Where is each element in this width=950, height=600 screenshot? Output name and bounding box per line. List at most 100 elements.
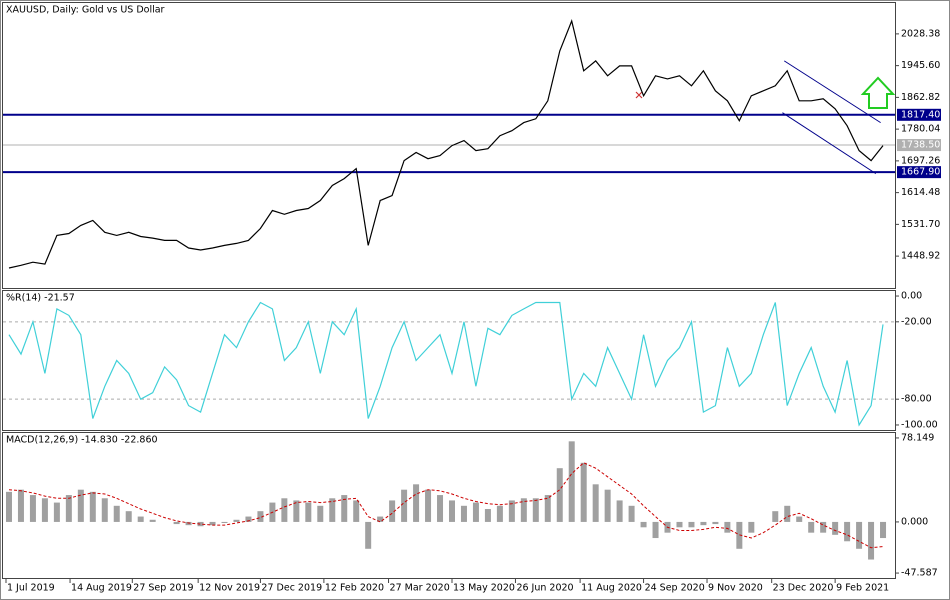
y-tick-label: -80.00 (901, 394, 932, 405)
y-tick-label: -47.587 (901, 568, 938, 579)
histogram-bar (29, 495, 36, 522)
histogram-bar (856, 521, 863, 549)
histogram-bar (89, 491, 96, 522)
histogram-bar (700, 521, 707, 526)
histogram-bar (245, 516, 252, 522)
histogram-bar (341, 495, 348, 522)
histogram-bar (353, 500, 360, 522)
histogram-bar (712, 521, 719, 525)
histogram-bar (784, 505, 791, 522)
level-tag (897, 166, 941, 179)
histogram-bar (568, 441, 575, 522)
level-label: 1817.40 (901, 109, 940, 120)
x-tick-label: 14 Aug 2019 (71, 583, 132, 594)
histogram-bar (5, 491, 12, 522)
panel-title: %R(14) -21.57 (6, 293, 75, 304)
panel-title: MACD(12,26,9) -14.830 -22.860 (6, 435, 158, 446)
histogram-bar (329, 498, 336, 522)
x-tick-label: 1 Jul 2019 (7, 583, 55, 594)
histogram-bar (448, 500, 455, 522)
histogram-bar (544, 495, 551, 522)
histogram-bar (113, 505, 120, 522)
histogram-bar (508, 500, 515, 522)
histogram-bar (197, 521, 204, 527)
histogram-bar (868, 521, 875, 560)
histogram-bar (820, 521, 827, 533)
histogram-bar (185, 521, 192, 526)
histogram-bar (41, 498, 48, 522)
y-tick-label: 1697.26 (901, 155, 940, 166)
x-tick-label: 12 Feb 2020 (325, 583, 384, 594)
histogram-bar (401, 489, 408, 522)
histogram-bar (520, 498, 527, 522)
histogram-bar (101, 498, 108, 522)
histogram-bar (808, 521, 815, 533)
y-tick-label: -100.00 (901, 419, 938, 430)
x-tick-label: 27 Dec 2019 (261, 583, 322, 594)
wpr-line (8, 301, 884, 427)
histogram-bar (125, 511, 132, 522)
panel-title: XAUUSD, Daily: Gold vs US Dollar (6, 5, 165, 16)
wpr-panel (2, 290, 896, 431)
x-tick-label: 9 Nov 2020 (708, 583, 763, 594)
histogram-bar (437, 495, 444, 522)
histogram-bar (532, 498, 539, 522)
histogram-bar (796, 516, 803, 522)
histogram-bar (640, 521, 647, 528)
current-price-label: 1738.50 (901, 140, 940, 151)
histogram-bar (17, 489, 24, 522)
histogram-bar (365, 521, 372, 549)
histogram-bar (688, 521, 695, 528)
level-label: 1667.90 (901, 167, 940, 178)
histogram-bar (604, 489, 611, 522)
x-tick-label: 24 Sep 2020 (645, 583, 705, 594)
up-arrow (860, 76, 896, 109)
histogram-bar (844, 521, 851, 542)
histogram-bar (413, 484, 420, 522)
histogram-bar (209, 521, 216, 526)
histogram-bar (496, 505, 503, 522)
x-tick-label: 26 Jun 2020 (516, 583, 573, 594)
histogram-bar (233, 519, 240, 522)
histogram-bar (580, 462, 587, 522)
histogram-bar (556, 468, 563, 522)
x-tick-label: 9 Feb 2021 (836, 583, 889, 594)
histogram-bar (832, 521, 839, 535)
level-tag (897, 108, 941, 121)
current-price-tag (897, 139, 941, 152)
histogram-bar (389, 500, 396, 522)
histogram-bar (317, 505, 324, 522)
signal-line (8, 462, 884, 549)
price-panel (2, 2, 896, 289)
histogram-bar (149, 519, 156, 522)
histogram-bar (377, 516, 384, 522)
y-tick-label: 1862.82 (901, 92, 940, 103)
y-tick-label: 2028.38 (901, 28, 940, 39)
trend-line (783, 60, 881, 124)
y-tick-label: 1614.48 (901, 187, 940, 198)
x-tick-label: 13 May 2020 (453, 583, 515, 594)
y-tick-label: 1945.60 (901, 60, 940, 71)
histogram-bar (53, 502, 60, 522)
histogram-bar (472, 502, 479, 522)
y-tick-label: 0.000 (901, 516, 928, 527)
histogram-bar (652, 521, 659, 539)
histogram-bar (77, 489, 84, 522)
histogram-bar (676, 521, 683, 528)
histogram-bar (137, 516, 144, 522)
marker (635, 91, 643, 99)
x-tick-label: 12 Nov 2019 (199, 583, 260, 594)
histogram-bar (257, 511, 264, 522)
y-tick-label: 0.00 (901, 291, 922, 302)
x-tick-label: 11 Aug 2020 (581, 583, 642, 594)
trend-line (782, 112, 877, 175)
y-tick-label: 1780.04 (901, 124, 940, 135)
x-tick-label: 27 Mar 2020 (390, 583, 450, 594)
x-tick-label: 23 Dec 2020 (773, 583, 834, 594)
histogram-bar (616, 500, 623, 522)
histogram-bar (484, 509, 491, 522)
macd-panel (2, 432, 896, 579)
histogram-bar (724, 521, 731, 533)
